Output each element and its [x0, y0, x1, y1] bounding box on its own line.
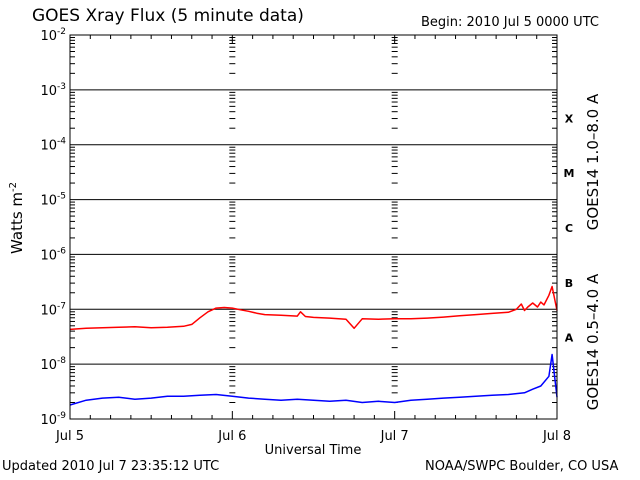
credit-text: NOAA/SWPC Boulder, CO USA — [425, 459, 619, 474]
x-tick-label: Jul 8 — [542, 429, 571, 444]
y-axis-label: Watts m-2 — [8, 182, 26, 254]
x-tick-label: Jul 6 — [217, 429, 246, 444]
begin-timestamp: Begin: 2010 Jul 5 0000 UTC — [421, 15, 599, 30]
updated-timestamp: Updated 2010 Jul 7 23:35:12 UTC — [2, 459, 220, 474]
y-tick-label: 10-4 — [40, 137, 66, 154]
flare-class-label: C — [565, 222, 573, 235]
y-tick-label: 10-9 — [40, 411, 66, 428]
flare-class-label: X — [565, 112, 574, 125]
x-tick-label: Jul 5 — [55, 429, 84, 444]
grid-layer — [70, 34, 557, 420]
flare-class-label: B — [565, 277, 573, 290]
flare-class-label: M — [564, 167, 575, 180]
legend-long-channel: GOES14 1.0–8.0 A — [584, 93, 602, 230]
y-tick-label: 10-7 — [40, 301, 66, 318]
y-tick-label: 10-5 — [40, 192, 66, 209]
flare-class-label: A — [565, 332, 574, 345]
y-tick-label: 10-3 — [40, 82, 66, 99]
x-tick-label: Jul 7 — [380, 429, 409, 444]
y-tick-label: 10-2 — [40, 27, 66, 44]
series-line-short-channel — [69, 353, 558, 406]
plot-frame — [69, 34, 558, 420]
y-tick-label: 10-8 — [40, 356, 66, 373]
x-axis-label: Universal Time — [265, 443, 362, 458]
y-tick-label: 10-6 — [40, 246, 66, 263]
series-layer — [69, 285, 558, 406]
chart-title: GOES Xray Flux (5 minute data) — [32, 6, 304, 26]
tick-layer — [69, 35, 558, 419]
series-line-long-channel — [69, 285, 558, 331]
legend-short-channel: GOES14 0.5–4.0 A — [584, 273, 602, 410]
